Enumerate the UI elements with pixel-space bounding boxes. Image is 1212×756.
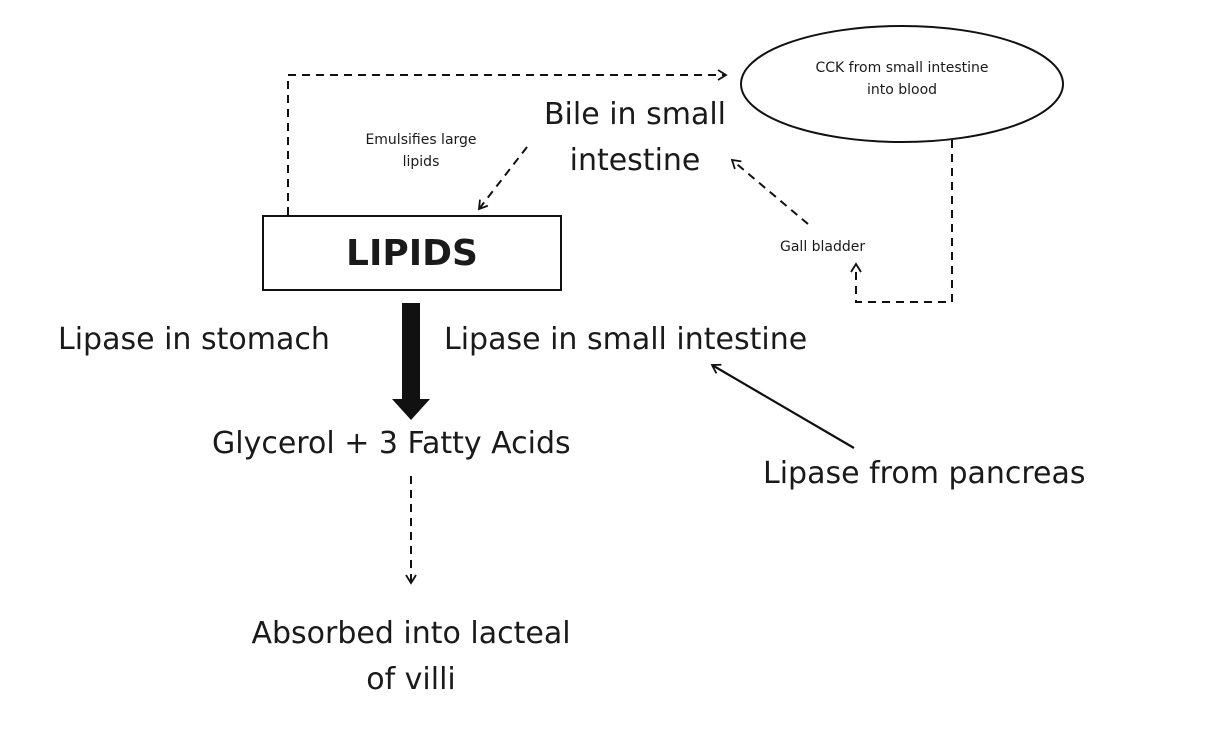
- cck-text: CCK from small intestine into blood: [742, 60, 1062, 98]
- absorbed-line-2: of villi: [366, 662, 456, 697]
- lipids-box: LIPIDS: [262, 215, 562, 291]
- emulsifies-line-2: lipids: [402, 154, 440, 170]
- emulsifies-text: Emulsifies large lipids: [326, 129, 516, 173]
- bile-line-1: Bile in small: [543, 97, 727, 132]
- gall-bladder-to-bile-dashed-arrow: [730, 158, 809, 225]
- gall-bladder-label: Gall bladder: [780, 239, 866, 255]
- lipase-stomach-label: Lipase in stomach: [58, 322, 330, 357]
- bile-line-2: intestine: [569, 143, 701, 178]
- lipase-pancreas-label: Lipase from pancreas: [763, 456, 1086, 491]
- lipids-to-cck-dashed-arrow: [287, 69, 728, 215]
- bile-text: Bile in small intestine: [508, 92, 762, 184]
- pancreas-to-lipase-arrow: [710, 363, 855, 449]
- cck-ellipse: [740, 25, 1064, 143]
- lipids-to-glycerol-thick-arrow-head: [392, 399, 430, 420]
- glycerol-fatty-acids-label: Glycerol + 3 Fatty Acids: [212, 426, 571, 461]
- absorbed-line-1: Absorbed into lacteal: [251, 616, 571, 651]
- lipids-label: LIPIDS: [346, 232, 478, 274]
- absorbed-text: Absorbed into lacteal of villi: [196, 611, 626, 703]
- lipase-small-intestine-label: Lipase in small intestine: [444, 322, 808, 357]
- cck-to-gall-bladder-dashed-arrow: [850, 140, 953, 303]
- cck-line-2: into blood: [866, 82, 938, 98]
- lipids-to-glycerol-thick-arrow-shaft: [402, 303, 420, 401]
- emulsifies-line-1: Emulsifies large: [365, 132, 477, 148]
- cck-line-1: CCK from small intestine: [815, 60, 989, 76]
